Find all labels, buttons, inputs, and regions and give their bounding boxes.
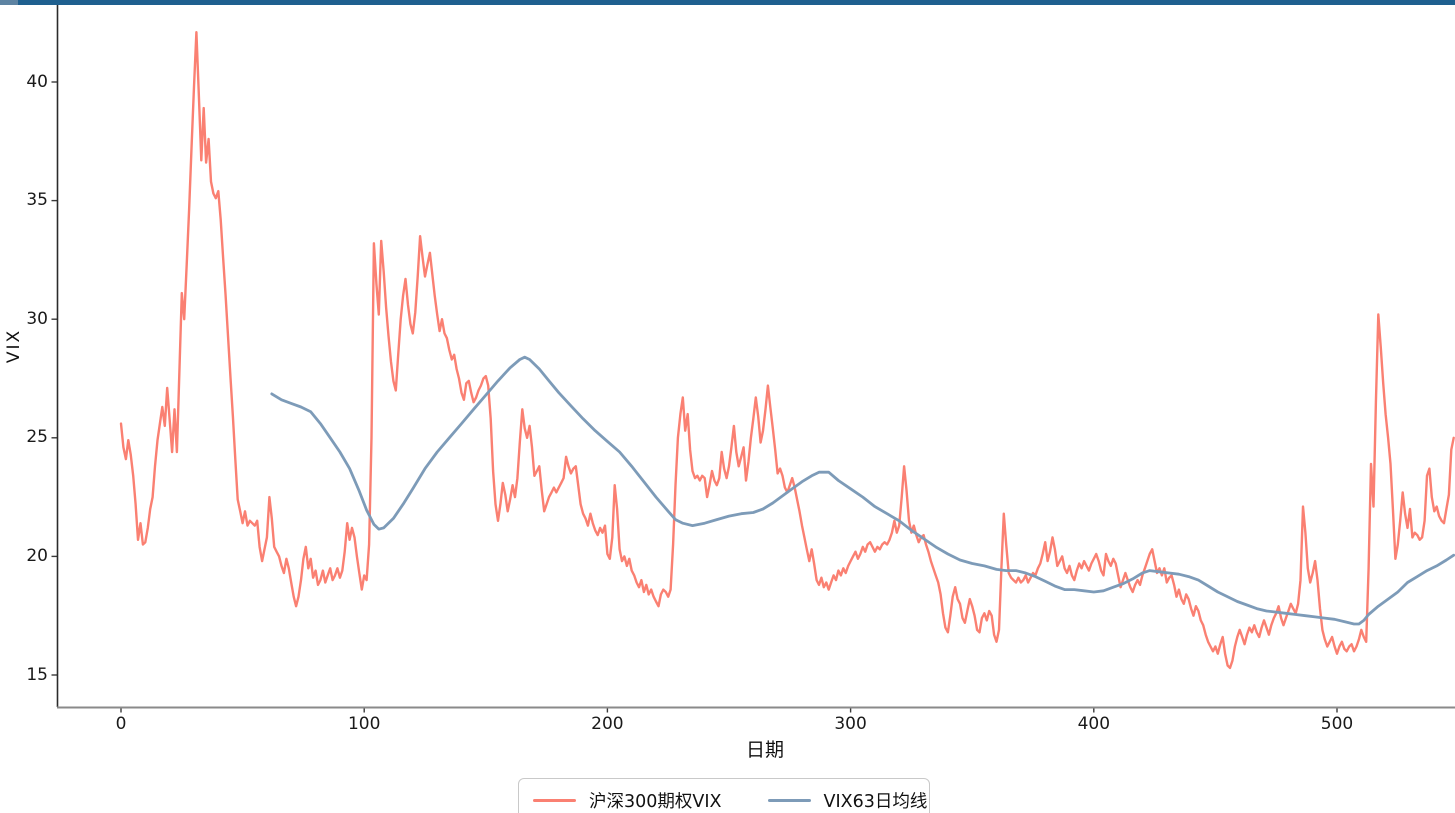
vix-series-line xyxy=(119,31,1455,670)
legend-swatch xyxy=(533,798,576,802)
y-tick-label: 15 xyxy=(26,664,48,685)
ma-series-line xyxy=(270,355,1455,626)
x-tick-label: 300 xyxy=(834,714,867,734)
y-tick-label: 25 xyxy=(26,427,48,448)
legend-swatch xyxy=(767,798,811,802)
x-tick-label: 400 xyxy=(1077,714,1111,734)
x-tick-label: 100 xyxy=(347,714,381,734)
y-tick-label: 40 xyxy=(26,71,48,92)
legend-item-vix: 沪深300期权VIX xyxy=(533,788,722,813)
legend-label: 沪深300期权VIX xyxy=(589,791,722,812)
legend-box: 沪深300期权VIX VIX63日均线 xyxy=(518,778,930,813)
window-top-bar xyxy=(0,0,1455,5)
x-axis-title: 日期 xyxy=(745,739,784,761)
y-tick-label: 20 xyxy=(26,545,48,566)
y-axis-title: VIX xyxy=(4,328,24,364)
window-top-bar-accent xyxy=(0,0,18,5)
y-tick-label: 35 xyxy=(26,190,48,211)
legend-item-ma: VIX63日均线 xyxy=(767,788,928,813)
x-tick-label: 200 xyxy=(591,714,624,734)
y-tick-label: 30 xyxy=(26,308,48,329)
x-tick-label: 500 xyxy=(1320,714,1354,734)
x-tick-label: 0 xyxy=(115,714,127,734)
legend-label: VIX63日均线 xyxy=(823,791,928,812)
